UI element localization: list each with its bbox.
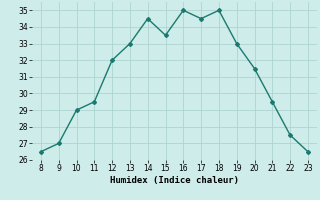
X-axis label: Humidex (Indice chaleur): Humidex (Indice chaleur) <box>110 176 239 185</box>
